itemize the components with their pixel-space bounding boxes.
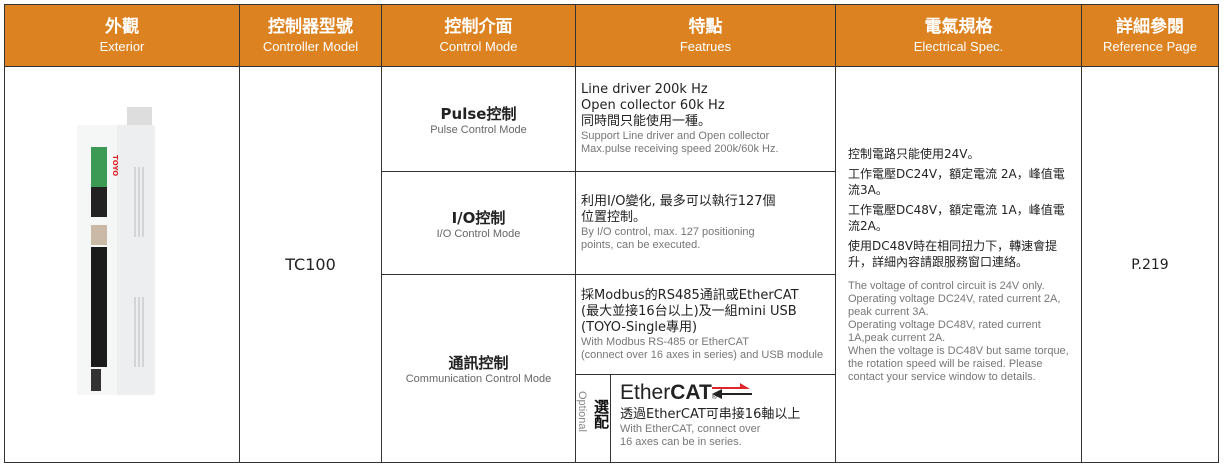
optional-ethercat: Optional 選配 EtherCAT® 透過EtherCAT可串接16軸以上… [575,374,836,463]
spec-text-zh: 控制電路只能使用24V。 [848,146,980,161]
column-header: 特點 Featrues [575,4,836,67]
header-en: Featrues [679,38,732,54]
spec-text-en: The voltage of control circuit is 24V on… [848,279,1045,292]
header-zh: 電氣規格 [924,16,993,37]
mode-title: Pulse控制 [440,104,517,123]
header-en: Controller Model [262,38,359,54]
feature-text-zh: (最大並接16台以上)及一組mini USB [581,303,797,319]
feature-text-zh: 位置控制。 [581,210,647,225]
optional-text-zh: 透過EtherCAT可串接16軸以上 [620,407,801,422]
column-header: 詳細參閱 Reference Page [1081,4,1219,67]
controller-device-image: TOYO [77,107,155,395]
column-header: 外觀 Exterior [4,4,240,67]
feature-communication: 採Modbus的RS485通訊或EtherCAT (最大並接16台以上)及一組mi… [575,274,836,375]
optional-text-en: 16 axes can be in series. [620,436,742,448]
electrical-spec-cell: 控制電路只能使用24V。工作電壓DC24V，額定電流 2A，峰值電流3A。 工作電… [835,66,1082,463]
mode-subtitle: Pulse Control Mode [430,123,527,136]
spec-text-en: Operating voltage DC48V, rated current 1… [848,318,1041,344]
feature-text-zh: Open collector 60k Hz [581,98,725,113]
optional-label-en: Optional [576,391,588,432]
mode-subtitle: Communication Control Mode [405,373,552,385]
model-cell: TC100 [239,66,382,463]
header-zh: 詳細參閱 [1116,16,1184,37]
feature-text-zh: 利用I/O變化, 最多可以執行127個 [581,194,776,209]
spec-text-zh: 工作電壓DC48V，額定電流 1A，峰值電流2A。 [848,202,1065,233]
feature-text-en: With Modbus RS-485 or EtherCAT [581,335,749,348]
feature-text-zh: 同時間只能使用一種。 [581,114,712,129]
header-en: Control Mode [439,38,518,54]
feature-text-en: By I/O control, max. 127 positioning [581,226,755,238]
feature-text-zh: 採Modbus的RS485通訊或EtherCAT [581,287,799,303]
feature-text-en: points, can be executed. [581,239,701,251]
mode-communication: 通訊控制 Communication Control Mode [381,274,576,463]
exterior-cell: TOYO [4,66,240,463]
feature-text-en: Max.pulse receiving speed 200k/60k Hz. [581,143,779,155]
mode-subtitle: I/O Control Mode [436,227,521,240]
optional-text-en: With EtherCAT, connect over [620,423,761,435]
column-header: 控制器型號 Controller Model [239,4,382,67]
column-header: 電氣規格 Electrical Spec. [835,4,1082,67]
mode-io: I/O控制 I/O Control Mode [381,171,576,275]
feature-text-en: Support Line driver and Open collector [581,130,770,142]
mode-pulse: Pulse控制 Pulse Control Mode [381,66,576,172]
header-zh: 控制介面 [444,16,513,37]
feature-text-zh: Line driver 200k Hz [581,82,708,97]
header-en: Exterior [99,38,145,54]
header-en: Reference Page [1103,38,1197,54]
spec-text-en: Operating voltage DC24V, rated current 2… [848,292,1061,318]
reference-page-link[interactable]: P.219 [1131,256,1169,273]
feature-pulse: Line driver 200k Hz Open collector 60k Hz… [575,66,836,172]
mode-title: 通訊控制 [448,354,509,372]
header-zh: 外觀 [105,16,139,37]
mode-title: I/O控制 [451,208,506,227]
header-en: Electrical Spec. [913,38,1004,54]
feature-text-zh: (TOYO-Single專用) [581,319,698,335]
optional-label-zh: 選配 [592,399,610,429]
spec-text-zh: 使用DC48V時在相同扭力下，轉速會提升，詳細內容請跟服務窗口連絡。 [848,238,1058,269]
column-header: 控制介面 Control Mode [381,4,576,67]
ethercat-logo: EtherCAT® [620,381,800,405]
header-zh: 特點 [688,16,723,37]
reference-cell: P.219 [1081,66,1219,463]
spec-text-en: When the voltage is DC48V but same torqu… [848,344,1069,383]
device-logo: TOYO [111,155,119,176]
header-zh: 控制器型號 [268,16,353,37]
feature-text-en: (connect over 16 axes in series) and USB… [581,348,824,361]
feature-io: 利用I/O變化, 最多可以執行127個 位置控制。 By I/O control, … [575,171,836,275]
spec-text-zh: 工作電壓DC24V，額定電流 2A，峰值電流3A。 [848,166,1065,197]
controller-model: TC100 [285,255,336,274]
